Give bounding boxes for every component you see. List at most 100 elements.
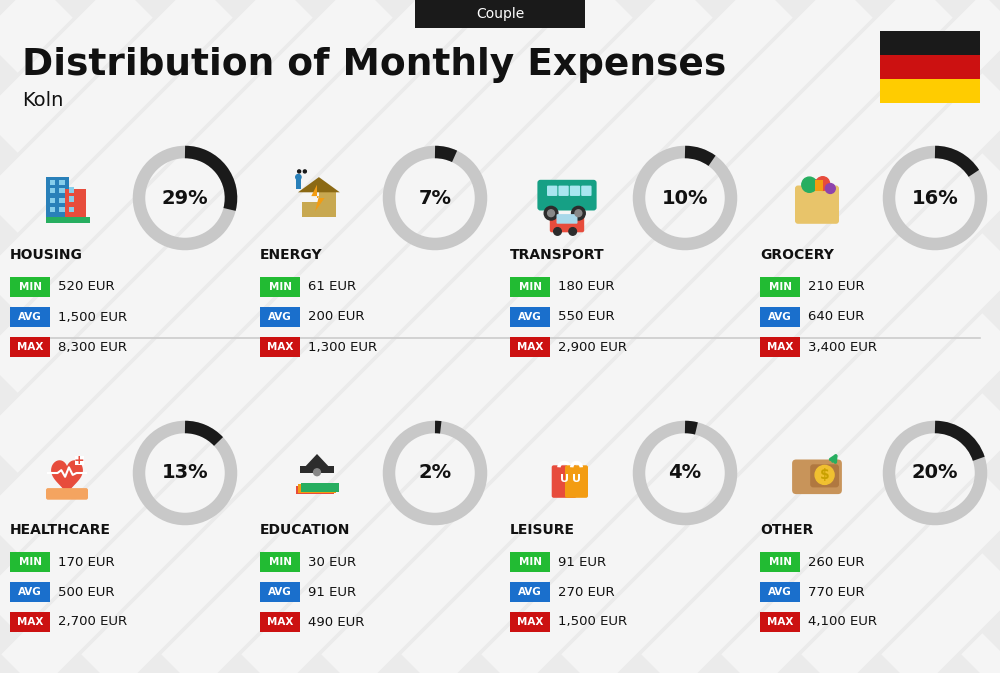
FancyBboxPatch shape <box>301 483 339 491</box>
FancyBboxPatch shape <box>10 582 50 602</box>
Text: 4,100 EUR: 4,100 EUR <box>808 616 877 629</box>
Text: 16%: 16% <box>912 188 958 207</box>
Text: 210 EUR: 210 EUR <box>808 281 865 293</box>
Text: 29%: 29% <box>162 188 208 207</box>
Circle shape <box>548 210 554 217</box>
Text: 200 EUR: 200 EUR <box>308 310 364 324</box>
Circle shape <box>802 177 817 192</box>
Text: 1,300 EUR: 1,300 EUR <box>308 341 377 353</box>
Circle shape <box>572 207 585 220</box>
Text: 1,500 EUR: 1,500 EUR <box>558 616 627 629</box>
FancyBboxPatch shape <box>880 31 980 55</box>
Text: 260 EUR: 260 EUR <box>808 555 864 569</box>
Text: MAX: MAX <box>267 617 293 627</box>
Text: 1,500 EUR: 1,500 EUR <box>58 310 127 324</box>
Text: 10%: 10% <box>662 188 708 207</box>
FancyBboxPatch shape <box>880 55 980 79</box>
Text: Distribution of Monthly Expenses: Distribution of Monthly Expenses <box>22 47 726 83</box>
FancyBboxPatch shape <box>46 488 88 499</box>
FancyBboxPatch shape <box>760 277 800 297</box>
Text: EDUCATION: EDUCATION <box>260 523 350 537</box>
Text: 30 EUR: 30 EUR <box>308 555 356 569</box>
Text: MAX: MAX <box>17 342 43 352</box>
FancyBboxPatch shape <box>510 307 550 327</box>
FancyBboxPatch shape <box>565 465 588 498</box>
Text: 490 EUR: 490 EUR <box>308 616 364 629</box>
FancyBboxPatch shape <box>558 186 569 196</box>
Text: 2%: 2% <box>418 464 452 483</box>
Polygon shape <box>311 184 325 211</box>
FancyBboxPatch shape <box>300 466 334 473</box>
Text: HOUSING: HOUSING <box>10 248 83 262</box>
Text: GROCERY: GROCERY <box>760 248 834 262</box>
FancyBboxPatch shape <box>10 552 50 572</box>
Text: MIN: MIN <box>268 557 292 567</box>
FancyBboxPatch shape <box>556 214 578 223</box>
FancyBboxPatch shape <box>570 186 580 196</box>
FancyBboxPatch shape <box>69 207 74 213</box>
FancyBboxPatch shape <box>510 582 550 602</box>
Text: 2,900 EUR: 2,900 EUR <box>558 341 627 353</box>
Circle shape <box>575 210 582 217</box>
FancyBboxPatch shape <box>10 277 50 297</box>
Text: MAX: MAX <box>17 617 43 627</box>
Text: 61 EUR: 61 EUR <box>308 281 356 293</box>
FancyBboxPatch shape <box>795 186 839 224</box>
FancyBboxPatch shape <box>815 180 823 191</box>
Text: MIN: MIN <box>18 557 42 567</box>
FancyBboxPatch shape <box>552 465 577 498</box>
Text: TRANSPORT: TRANSPORT <box>510 248 605 262</box>
FancyBboxPatch shape <box>50 207 55 213</box>
Text: 550 EUR: 550 EUR <box>558 310 615 324</box>
Circle shape <box>303 170 306 173</box>
FancyBboxPatch shape <box>260 277 300 297</box>
Circle shape <box>544 207 558 220</box>
Polygon shape <box>298 177 340 192</box>
FancyBboxPatch shape <box>59 207 65 213</box>
FancyBboxPatch shape <box>46 217 90 223</box>
FancyBboxPatch shape <box>59 198 65 203</box>
FancyBboxPatch shape <box>760 337 800 357</box>
FancyBboxPatch shape <box>260 337 300 357</box>
Text: MIN: MIN <box>18 282 42 292</box>
Circle shape <box>296 174 301 180</box>
Circle shape <box>569 227 576 236</box>
Text: MAX: MAX <box>767 617 793 627</box>
Text: $: $ <box>820 468 829 482</box>
Text: LEISURE: LEISURE <box>510 523 575 537</box>
FancyBboxPatch shape <box>810 464 839 487</box>
FancyBboxPatch shape <box>69 197 74 202</box>
FancyBboxPatch shape <box>760 612 800 632</box>
FancyBboxPatch shape <box>10 612 50 632</box>
Text: AVG: AVG <box>768 312 792 322</box>
FancyBboxPatch shape <box>880 79 980 103</box>
Circle shape <box>825 184 835 193</box>
Circle shape <box>816 177 830 190</box>
FancyBboxPatch shape <box>581 186 592 196</box>
FancyBboxPatch shape <box>46 177 69 219</box>
Text: HEALTHCARE: HEALTHCARE <box>10 523 111 537</box>
FancyBboxPatch shape <box>510 552 550 572</box>
Text: MIN: MIN <box>768 282 792 292</box>
Text: U: U <box>572 474 581 484</box>
Text: 520 EUR: 520 EUR <box>58 281 115 293</box>
FancyBboxPatch shape <box>75 456 84 466</box>
FancyBboxPatch shape <box>59 188 65 193</box>
FancyBboxPatch shape <box>298 485 336 493</box>
FancyBboxPatch shape <box>10 307 50 327</box>
Text: 8,300 EUR: 8,300 EUR <box>58 341 127 353</box>
Text: AVG: AVG <box>268 587 292 597</box>
FancyBboxPatch shape <box>65 188 86 219</box>
Text: MIN: MIN <box>518 282 542 292</box>
FancyBboxPatch shape <box>10 337 50 357</box>
Text: 7%: 7% <box>418 188 452 207</box>
Text: 500 EUR: 500 EUR <box>58 586 114 598</box>
FancyBboxPatch shape <box>260 552 300 572</box>
Text: MAX: MAX <box>267 342 293 352</box>
Text: 770 EUR: 770 EUR <box>808 586 865 598</box>
Text: MIN: MIN <box>268 282 292 292</box>
FancyBboxPatch shape <box>547 186 557 196</box>
Text: 91 EUR: 91 EUR <box>308 586 356 598</box>
FancyBboxPatch shape <box>59 180 65 185</box>
Text: MIN: MIN <box>518 557 542 567</box>
